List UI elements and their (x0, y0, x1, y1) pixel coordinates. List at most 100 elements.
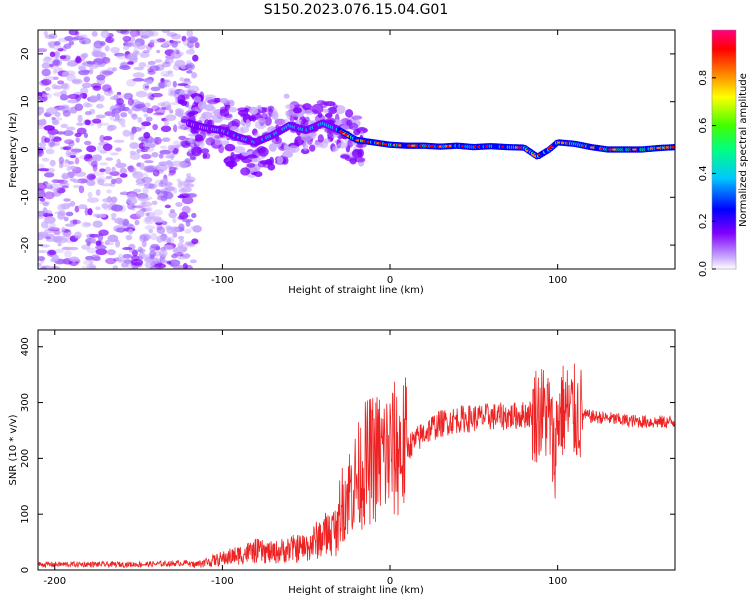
heatmap-cell (62, 71, 70, 78)
heatmap-cell (38, 231, 49, 238)
heatmap-cell (247, 154, 258, 159)
heatmap-ytick-label: -10 (20, 189, 31, 205)
heatmap-cell (86, 175, 92, 181)
heatmap-cell (105, 157, 114, 161)
heatmap-cell (52, 179, 65, 184)
heatmap-cell (86, 263, 96, 269)
heatmap-cell (43, 30, 48, 36)
heatmap-cell (64, 250, 72, 258)
snr-ytick-label: 200 (20, 449, 31, 468)
heatmap-cell (316, 100, 326, 106)
heatmap-cell (131, 113, 138, 120)
heatmap-cell (143, 113, 149, 118)
heatmap-cell (256, 145, 267, 154)
heatmap-cell (670, 145, 675, 149)
heatmap-cell (283, 93, 290, 99)
heatmap-cell (96, 74, 106, 81)
heatmap-cell (156, 49, 161, 54)
heatmap-cell (58, 156, 64, 165)
heatmap-cell (105, 36, 115, 43)
heatmap-cell (131, 41, 142, 48)
heatmap-cell (129, 132, 135, 141)
heatmap-cell (42, 57, 52, 64)
colorbar-tick-label: 0.8 (698, 70, 709, 86)
heatmap-cell (61, 185, 69, 189)
heatmap-cell (53, 188, 58, 196)
heatmap-cell (42, 157, 50, 162)
heatmap-cell (175, 144, 181, 148)
heatmap-cell (82, 102, 91, 108)
heatmap-cell (168, 169, 176, 176)
heatmap-cell (109, 171, 120, 177)
heatmap-cell (122, 218, 130, 227)
heatmap-cell (194, 41, 200, 49)
heatmap-cell (102, 197, 115, 204)
heatmap-cell (111, 166, 116, 173)
heatmap-cell (141, 121, 152, 127)
heatmap-cell (276, 156, 284, 164)
heatmap-cell (93, 213, 100, 218)
heatmap-cell (62, 232, 69, 237)
heatmap-cell (81, 40, 86, 45)
heatmap-cell (51, 254, 60, 262)
heatmap-cell (135, 210, 145, 218)
heatmap-ytick-label: -20 (20, 237, 31, 253)
heatmap-cell (91, 49, 101, 57)
heatmap-cell (106, 124, 114, 132)
heatmap-cell (123, 92, 133, 100)
heatmap-cell (168, 166, 177, 174)
heatmap-cell (99, 41, 106, 47)
heatmap-cell (149, 39, 155, 45)
heatmap-cell (205, 137, 216, 146)
heatmap-cell (106, 249, 116, 256)
heatmap-cell (324, 113, 333, 118)
heatmap-cell (165, 104, 172, 111)
heatmap-cell (59, 55, 67, 60)
heatmap-cell (67, 93, 80, 100)
heatmap-cell (115, 227, 125, 233)
heatmap-cell (151, 105, 160, 112)
heatmap-cell (104, 45, 110, 52)
heatmap-cell (53, 248, 64, 254)
heatmap-cell (122, 190, 127, 196)
heatmap-cell (196, 146, 203, 154)
colorbar-tick-label: 0.4 (698, 165, 709, 181)
heatmap-cell (81, 62, 90, 67)
heatmap-cell (166, 260, 172, 265)
heatmap-cell (116, 30, 128, 34)
heatmap-cell (62, 130, 74, 136)
heatmap-cell (190, 225, 198, 231)
heatmap-cell (154, 179, 165, 188)
heatmap-cell (96, 144, 103, 152)
heatmap-cell (327, 106, 337, 115)
heatmap-cell (68, 30, 79, 36)
heatmap-cell (178, 211, 189, 220)
heatmap-cell (289, 115, 295, 123)
heatmap-cell (44, 228, 56, 233)
heatmap-cell (57, 210, 66, 216)
heatmap-cell (74, 171, 87, 177)
heatmap-cell (137, 117, 143, 123)
heatmap-cell (78, 34, 88, 39)
heatmap-cell (74, 31, 80, 37)
heatmap-cell (317, 134, 324, 143)
heatmap-cell (144, 253, 150, 260)
heatmap-cell (64, 223, 76, 227)
heatmap-cell (99, 168, 106, 173)
heatmap-cell (47, 250, 56, 256)
heatmap-cell (84, 207, 89, 216)
heatmap-cell (39, 197, 46, 202)
heatmap-cell (139, 234, 147, 243)
heatmap-cell (160, 125, 172, 133)
heatmap-cell (121, 262, 129, 268)
heatmap-cell (114, 217, 124, 224)
snr-xtick-label: -200 (43, 576, 66, 587)
heatmap-cell (168, 259, 181, 267)
heatmap-cell (274, 118, 286, 126)
heatmap-cell (92, 155, 102, 162)
heatmap-cell (95, 240, 102, 247)
heatmap-cell (89, 95, 99, 103)
heatmap-cell (109, 112, 114, 121)
heatmap-cell (128, 249, 140, 254)
heatmap-cell (87, 191, 93, 199)
